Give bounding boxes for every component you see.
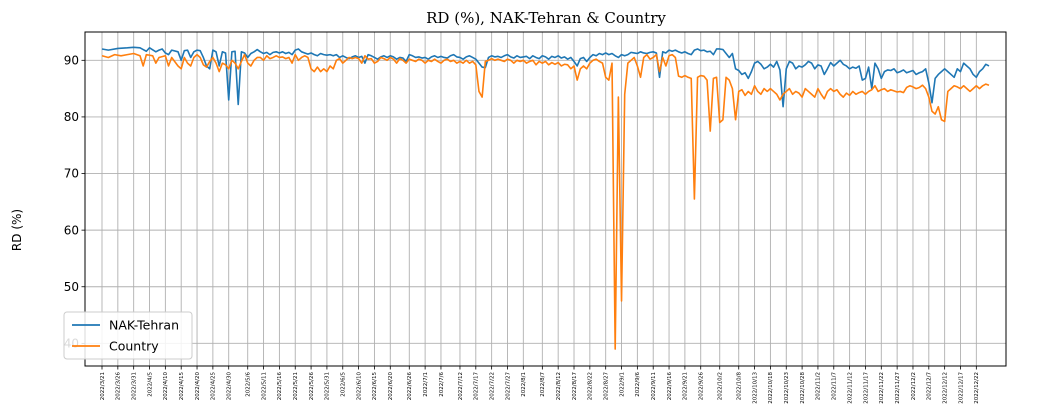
x-tick-label: 2022/5/11 — [261, 372, 267, 400]
x-tick-label: 2022/10/23 — [784, 372, 790, 404]
legend-label: NAK-Tehran — [109, 318, 179, 333]
x-tick-label: 2022/12/2 — [911, 372, 917, 400]
x-tick-label: 2022/10/8 — [737, 372, 743, 401]
x-tick-label: 2022/9/21 — [683, 372, 689, 400]
legend-label: Country — [109, 339, 159, 354]
x-tick-label: 2022/4/5 — [147, 372, 153, 397]
x-tick-label: 2022/7/12 — [458, 372, 464, 400]
x-tick-label: 2022/4/10 — [163, 372, 169, 401]
x-tick-label: 2022/8/1 — [521, 372, 527, 397]
x-tick-label: 2022/8/7 — [540, 372, 546, 397]
x-tick-label: 2022/4/30 — [227, 372, 233, 401]
x-tick-label: 2022/6/26 — [407, 372, 413, 401]
x-tick-label: 2022/8/12 — [556, 372, 562, 400]
x-tick-label: 2022/6/15 — [372, 372, 378, 401]
x-tick-label: 2022/10/2 — [718, 372, 724, 400]
series-line — [101, 46, 990, 108]
chart-title: RD (%), NAK-Tehran & Country — [426, 9, 666, 27]
legend: NAK-Tehran Country — [63, 311, 193, 360]
x-tick-label: 2022/9/11 — [651, 372, 657, 400]
grid-layer — [85, 32, 1006, 366]
x-tick-label: 2022/5/16 — [277, 372, 283, 401]
x-tick-label: 2022/7/1 — [423, 372, 429, 397]
x-tick-label: 2022/10/28 — [800, 372, 806, 404]
x-tick-label: 2022/7/17 — [474, 372, 480, 401]
x-tick-label: 2022/12/22 — [974, 372, 980, 404]
x-tick-label: 2022/9/26 — [699, 372, 705, 401]
x-tick-label: 2022/11/22 — [879, 372, 885, 404]
plot-frame — [84, 31, 1007, 367]
x-tick-label: 2022/5/26 — [309, 372, 315, 401]
y-tick-label: 80 — [64, 110, 79, 124]
x-tick-label: 2022/11/27 — [895, 372, 901, 404]
x-tick-label: 2022/9/16 — [667, 372, 673, 401]
x-tick-label: 2022/11/12 — [847, 372, 853, 404]
x-tick-label: 2022/8/22 — [588, 372, 594, 400]
x-tick-label: 2022/5/21 — [293, 372, 299, 400]
x-tick-label: 2022/7/22 — [489, 372, 495, 400]
x-tick-label: 2022/12/17 — [958, 372, 964, 404]
x-tick-label: 2022/11/7 — [832, 372, 838, 401]
y-tick-label: 60 — [64, 223, 79, 237]
y-tick-label: 70 — [64, 167, 79, 181]
x-tick-label: 2022/8/17 — [572, 372, 578, 401]
x-tick-label: 2022/6/20 — [388, 372, 394, 401]
y-tick-label: 90 — [64, 54, 79, 68]
plot-area — [85, 32, 1006, 366]
x-tick-label: 2022/4/15 — [179, 372, 185, 401]
x-tick-label: 2022/10/18 — [768, 372, 774, 404]
x-tick-label: 2022/4/25 — [211, 372, 217, 401]
x-tick-label: 2022/9/1 — [619, 372, 625, 397]
x-tick-label: 2022/8/27 — [603, 372, 609, 401]
x-tick-label: 2022/11/17 — [863, 372, 869, 404]
x-tick-label: 2022/3/21 — [100, 372, 106, 400]
y-tick-label: 50 — [64, 280, 79, 294]
x-tick-label: 2022/7/6 — [439, 372, 445, 397]
x-tick-label: 2022/3/26 — [116, 372, 122, 401]
x-tick-label: 2022/5/31 — [325, 372, 331, 400]
x-tick-label: 2022/12/12 — [942, 372, 948, 404]
x-tick-label: 2022/3/31 — [131, 372, 137, 400]
x-tick-label: 2022/12/7 — [927, 372, 933, 401]
series-country — [101, 52, 990, 350]
y-axis-label: RD (%) — [10, 209, 24, 251]
x-tick-label: 2022/10/13 — [752, 372, 758, 404]
x-tick-label: 2022/4/20 — [195, 372, 201, 401]
series-layer — [101, 46, 990, 350]
series-line — [101, 52, 990, 350]
x-tick-label: 2022/7/27 — [505, 372, 511, 401]
legend-box — [63, 311, 193, 360]
x-tick-label: 2022/6/5 — [341, 372, 347, 397]
x-tick-label: 2022/5/6 — [246, 372, 252, 397]
x-tick-label: 2022/11/2 — [816, 372, 822, 400]
x-tick-label: 2022/9/6 — [635, 372, 641, 397]
x-tick-label: 2022/6/10 — [356, 372, 362, 401]
